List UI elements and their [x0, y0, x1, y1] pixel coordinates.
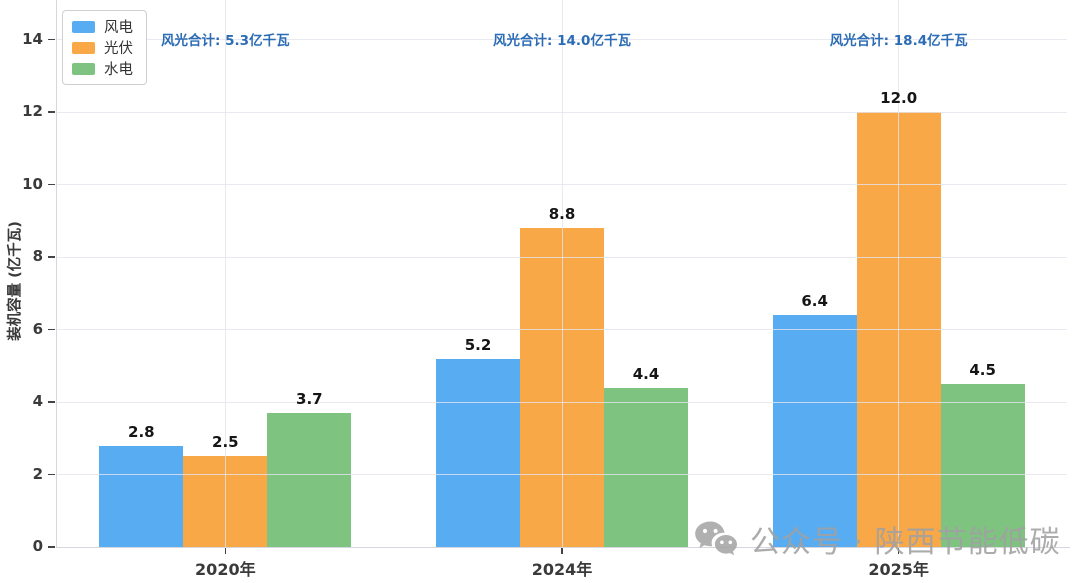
legend-item-wind: 风电 — [72, 18, 133, 36]
legend-label-wind: 风电 — [104, 20, 133, 36]
bar-wind-0 — [99, 445, 184, 547]
y-tick-mark-10 — [48, 183, 55, 186]
y-axis-line — [56, 0, 57, 547]
y-tick-label-8: 8 — [32, 247, 43, 266]
y-tick-label-6: 6 — [32, 319, 43, 338]
watermark-text: 公众号 · 陕西节能低碳 — [750, 525, 1061, 560]
y-tick-mark-2 — [48, 473, 55, 476]
bar-wind-1 — [436, 358, 520, 547]
y-tick-mark-4 — [48, 401, 55, 403]
legend-swatch-solar — [72, 41, 95, 54]
x-tick-label-0: 2020年 — [195, 560, 256, 579]
bar-value-wind-2: 6.4 — [801, 292, 828, 311]
legend-swatch-wind — [72, 20, 95, 33]
y-tick-label-14: 14 — [22, 29, 43, 48]
legend-swatch-hydro — [72, 62, 95, 75]
y-tick-mark-12 — [48, 111, 55, 113]
bar-value-solar-2: 12.0 — [880, 89, 918, 108]
bar-value-solar-1: 8.8 — [548, 205, 576, 224]
x-tick-mark-2 — [897, 548, 900, 554]
bar-hydro-2 — [940, 383, 1025, 547]
annotation-group-1: 风光合计: 14.0亿千瓦 — [493, 33, 631, 49]
y-tick-label-2: 2 — [32, 464, 43, 483]
bar-value-hydro-0: 3.7 — [296, 389, 323, 408]
gridline-v-0 — [224, 0, 226, 547]
x-axis-line — [56, 547, 1070, 548]
y-tick-mark-6 — [48, 328, 55, 331]
x-tick-mark-1 — [561, 548, 563, 554]
wechat-icon — [695, 521, 737, 556]
gridline-v-2 — [898, 0, 900, 547]
y-tick-label-0: 0 — [32, 537, 43, 555]
y-tick-mark-0 — [48, 546, 55, 548]
bar-hydro-1 — [604, 387, 688, 547]
legend-label-hydro: 水电 — [104, 62, 133, 78]
annotation-group-0: 风光合计: 5.3亿千瓦 — [161, 33, 290, 49]
legend: 风电 光伏 水电 — [62, 10, 147, 85]
bar-wind-2 — [772, 315, 857, 547]
y-tick-mark-8 — [48, 256, 55, 258]
y-tick-label-10: 10 — [22, 174, 43, 193]
y-tick-label-4: 4 — [32, 392, 43, 411]
x-tick-label-2: 2025年 — [868, 560, 929, 579]
watermark: 公众号 · 陕西节能低碳 — [694, 517, 1061, 561]
y-tick-label-12: 12 — [22, 102, 43, 121]
bar-hydro-0 — [267, 412, 352, 547]
bar-value-wind-1: 5.2 — [464, 335, 492, 354]
legend-item-hydro: 水电 — [72, 60, 133, 78]
bar-value-hydro-1: 4.4 — [632, 364, 660, 383]
bar-value-solar-0: 2.5 — [212, 433, 239, 452]
x-tick-mark-0 — [224, 548, 227, 554]
annotation-group-2: 风光合计: 18.4亿千瓦 — [829, 33, 968, 49]
legend-label-solar: 光伏 — [104, 41, 133, 57]
gridline-v-1 — [561, 0, 563, 547]
legend-item-solar: 光伏 — [72, 39, 133, 57]
bar-value-hydro-2: 4.5 — [969, 360, 996, 379]
x-tick-label-1: 2024年 — [531, 560, 593, 579]
bar-value-wind-0: 2.8 — [128, 422, 155, 441]
y-tick-mark-14 — [48, 38, 55, 41]
